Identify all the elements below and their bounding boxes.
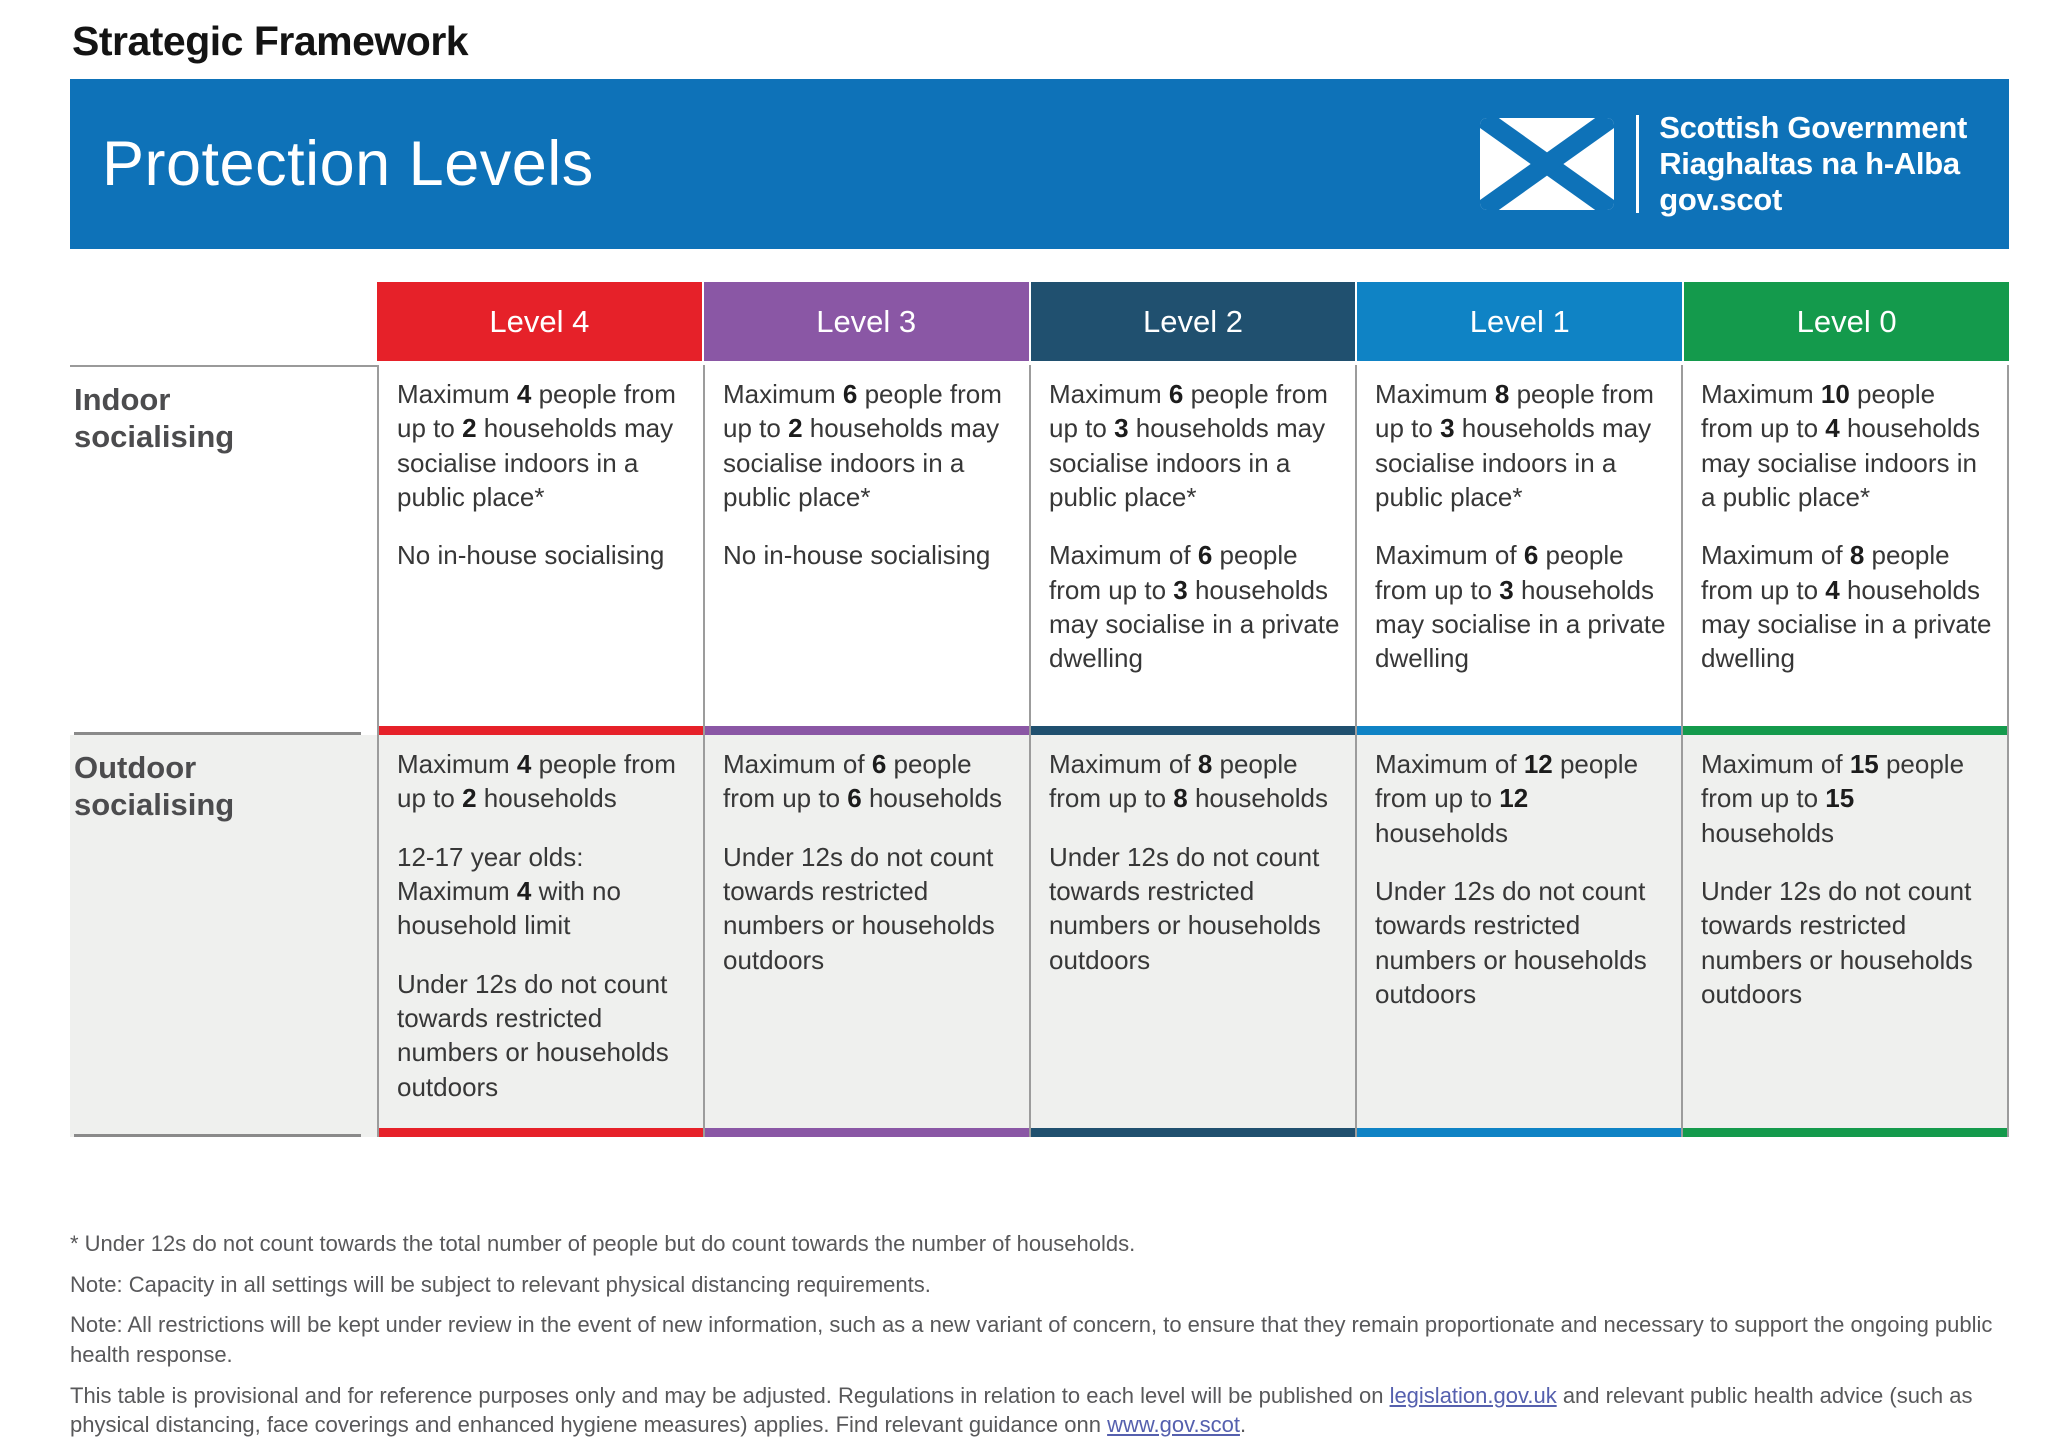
footnote-under-12s: * Under 12s do not count towards the tot… — [70, 1230, 1136, 1256]
cell-text: Maximum of 15 people from up to 15 house… — [1701, 749, 1973, 1009]
level-2-header: Level 2 — [1028, 282, 1356, 361]
level-0-header: Level 0 — [1682, 282, 2009, 361]
row-label-outdoor: Outdoor socialising — [70, 735, 377, 1137]
level-3-header: Level 3 — [701, 282, 1029, 361]
level-1-color-bar — [1357, 1127, 1681, 1137]
level-3-color-bar — [705, 726, 1029, 735]
gov-scot-link[interactable]: www.gov.scot — [1107, 1412, 1240, 1438]
level-0-color-bar — [1683, 726, 2007, 735]
footnote-provisional-text-3: . — [1239, 1412, 1247, 1438]
level-1-color-bar — [1357, 726, 1681, 735]
table-row-indoor-socialising: Indoor socialising Maximum 4 people from… — [70, 365, 2009, 735]
cell-text: Maximum of 8 people from up to 8 househo… — [1049, 749, 1328, 975]
logo-line-2: Riaghaltas na h-Alba — [1659, 146, 1960, 182]
cell-text: Maximum 8 people from up to 3 households… — [1375, 379, 1666, 674]
row-label-bottom-bar — [74, 732, 361, 735]
footnote-provisional: This table is provisional and for refere… — [70, 1381, 2005, 1440]
level-2-color-bar — [1031, 1127, 1355, 1137]
table-header-row: Level 4 Level 3 Level 2 Level 1 Level 0 — [70, 282, 2009, 365]
logo-divider — [1636, 114, 1640, 213]
saltire-flag-icon — [1480, 117, 1615, 210]
cell-text: Maximum 6 people from up to 3 households… — [1049, 379, 1340, 674]
legislation-gov-uk-link[interactable]: legislation.gov.uk — [1389, 1382, 1557, 1408]
cell-indoor-level-4: Maximum 4 people from up to 2 households… — [377, 365, 703, 735]
banner: Protection Levels Scottish Government Ri… — [70, 79, 2009, 249]
cell-outdoor-level-1: Maximum of 12 people from up to 12 house… — [1355, 735, 1681, 1137]
level-4-header: Level 4 — [377, 282, 702, 361]
cell-outdoor-level-2: Maximum of 8 people from up to 8 househo… — [1029, 735, 1355, 1137]
cell-text: Maximum of 6 people from up to 6 househo… — [723, 749, 1002, 975]
cell-text: Maximum 10 people from up to 4 household… — [1701, 379, 1992, 674]
footnote-review: Note: All restrictions will be kept unde… — [70, 1312, 1993, 1367]
cell-text: Maximum 4 people from up to 2 households… — [397, 379, 676, 571]
footnote-capacity: Note: Capacity in all settings will be s… — [70, 1271, 931, 1297]
cell-indoor-level-3: Maximum 6 people from up to 2 households… — [703, 365, 1029, 735]
footnote-provisional-text-2: and relevant public health advice (such … — [70, 1382, 1973, 1438]
page-title: Protection Levels — [102, 129, 594, 199]
row-label-indoor: Indoor socialising — [70, 365, 377, 735]
header-corner-spacer — [70, 282, 377, 365]
footnote-provisional-text-1: This table is provisional and for refere… — [70, 1382, 1390, 1408]
level-2-color-bar — [1031, 726, 1355, 735]
cell-text: Maximum 4 people from up to 2 households… — [397, 749, 676, 1102]
logo-line-3: gov.scot — [1659, 181, 1782, 217]
cell-indoor-level-1: Maximum 8 people from up to 3 households… — [1355, 365, 1681, 735]
row-label-text: Outdoor socialising — [74, 750, 235, 823]
level-1-header: Level 1 — [1355, 282, 1683, 361]
protection-levels-table: Level 4 Level 3 Level 2 Level 1 Level 0 … — [70, 282, 2009, 1137]
cell-text: Maximum of 12 people from up to 12 house… — [1375, 749, 1647, 1009]
logo-text: Scottish Government Riaghaltas na h-Alba… — [1659, 110, 1967, 218]
table-row-outdoor-socialising: Outdoor socialising Maximum 4 people fro… — [70, 735, 2009, 1137]
footnotes: * Under 12s do not count towards the tot… — [70, 1229, 2009, 1440]
cell-outdoor-level-0: Maximum of 15 people from up to 15 house… — [1681, 735, 2009, 1137]
cell-indoor-level-2: Maximum 6 people from up to 3 households… — [1029, 365, 1355, 735]
level-4-color-bar — [379, 1127, 703, 1137]
cell-text: Maximum 6 people from up to 2 households… — [723, 379, 1002, 571]
scottish-government-logo: Scottish Government Riaghaltas na h-Alba… — [1480, 110, 1967, 218]
level-4-color-bar — [379, 726, 703, 735]
row-label-bottom-bar — [74, 1133, 361, 1137]
logo-line-1: Scottish Government — [1659, 110, 1967, 146]
row-label-text: Indoor socialising — [74, 382, 235, 455]
cell-outdoor-level-3: Maximum of 6 people from up to 6 househo… — [703, 735, 1029, 1137]
level-0-color-bar — [1683, 1127, 2007, 1137]
cell-indoor-level-0: Maximum 10 people from up to 4 household… — [1681, 365, 2009, 735]
level-3-color-bar — [705, 1127, 1029, 1137]
cell-outdoor-level-4: Maximum 4 people from up to 2 households… — [377, 735, 703, 1137]
page-eyebrow: Strategic Framework — [72, 18, 469, 64]
